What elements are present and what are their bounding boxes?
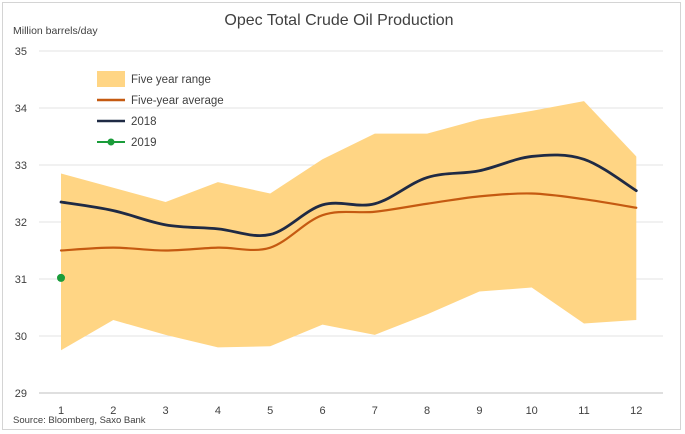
legend-label: 2018 [131,116,157,128]
series-line-five-year-average [59,192,638,252]
y-tick-label: 30 [15,331,27,343]
x-tick-labels: 1 2 3 4 5 6 7 8 9 10 11 12 [58,405,642,417]
chart-title: Opec Total Crude Oil Production [224,12,453,29]
y-tick-labels: 29 30 31 32 33 34 35 [15,46,27,400]
legend-label: 2019 [131,137,157,149]
x-tick-label: 10 [526,405,538,417]
y-tick-label: 33 [15,160,27,172]
x-tick-label: 12 [630,405,642,417]
chart-svg: Opec Total Crude Oil Production Million … [13,12,663,426]
legend: Five year range Five-year average 2018 2019 [97,71,224,149]
series-point-2019 [57,273,65,282]
x-tick-label: 5 [267,405,273,417]
x-tick-label: 6 [319,405,325,417]
y-axis-label: Million barrels/day [13,25,98,37]
legend-label: Five year range [131,74,211,86]
x-tick-label: 1 [58,405,64,417]
five-year-range-band [61,101,637,351]
y-tick-label: 32 [15,217,27,229]
x-tick-label: 7 [372,405,378,417]
x-tick-label: 9 [476,405,482,417]
y-tick-label: 34 [15,103,27,115]
plot-area [57,101,638,351]
series-line-2018 [59,153,638,237]
y-tick-label: 31 [15,274,27,286]
legend-swatch-marker [107,138,115,146]
legend-swatch-band [97,71,125,87]
x-tick-label: 2 [110,405,116,417]
x-tick-label: 8 [424,405,430,417]
chart-frame: Opec Total Crude Oil Production Million … [2,2,681,430]
source-note: Source: Bloomberg, Saxo Bank [13,415,146,426]
y-tick-label: 29 [15,388,27,400]
y-tick-label: 35 [15,46,27,58]
x-tick-label: 4 [215,405,221,417]
x-tick-label: 11 [578,405,589,417]
x-tick-label: 3 [163,405,169,417]
legend-label: Five-year average [131,95,224,107]
